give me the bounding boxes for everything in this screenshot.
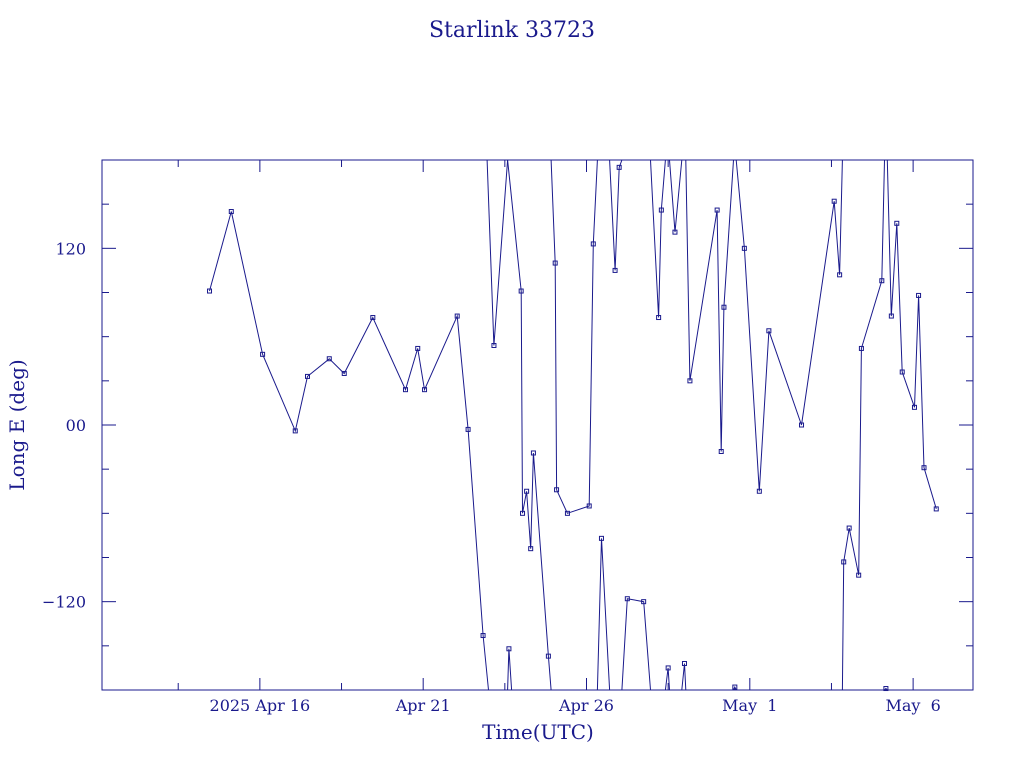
x-tick-label: Apr 26	[558, 696, 614, 715]
data-point	[530, 450, 536, 456]
data-point	[545, 653, 551, 659]
data-point	[656, 315, 662, 321]
data-point	[292, 428, 298, 434]
data-point	[598, 535, 604, 541]
series-line	[507, 159, 552, 691]
series-line	[650, 159, 666, 318]
data-point	[590, 241, 596, 247]
series-line	[841, 159, 885, 691]
data-point	[586, 503, 592, 509]
data-point	[524, 488, 530, 494]
x-axis-label: Time(UTC)	[482, 720, 594, 744]
data-point	[741, 245, 747, 251]
data-point	[856, 572, 862, 578]
data-point	[402, 387, 408, 393]
data-point	[846, 525, 852, 531]
data-point	[520, 510, 526, 516]
series-line	[685, 159, 734, 452]
axis-ticks	[102, 160, 973, 690]
series-line	[609, 159, 623, 271]
data-point	[911, 404, 917, 410]
data-point	[718, 449, 724, 454]
data-point	[528, 546, 534, 552]
data-point	[552, 260, 558, 266]
data-point	[714, 207, 720, 213]
data-point	[260, 351, 266, 357]
data-point	[756, 488, 762, 494]
data-point	[422, 387, 428, 393]
series-line	[486, 159, 509, 346]
series-line	[669, 159, 683, 233]
data-point	[879, 278, 885, 284]
data-point	[732, 684, 738, 690]
data-point	[799, 422, 805, 428]
data-point	[658, 207, 664, 213]
data-point	[454, 313, 460, 319]
data-point	[858, 345, 864, 351]
data-point	[766, 328, 772, 334]
data-point	[624, 596, 630, 602]
data-point	[672, 229, 678, 235]
series-line	[507, 648, 513, 691]
y-axis-label: Long E (deg)	[5, 359, 29, 490]
series-line	[209, 211, 489, 691]
data-point	[883, 686, 889, 692]
x-tick-label: Apr 21	[395, 696, 451, 715]
data-point	[612, 267, 618, 273]
data-point	[721, 304, 727, 310]
data-point	[465, 426, 471, 432]
data-point	[341, 370, 347, 376]
data-point	[506, 646, 512, 652]
data-point	[415, 345, 421, 351]
data-point	[491, 343, 497, 348]
data-point	[916, 292, 922, 298]
y-tick-label: 00	[66, 416, 86, 435]
axis-tick-labels: 2025 Apr 16 Apr 21 Apr 26 May 1 May 6 120 00 −1…	[42, 239, 941, 715]
data-point	[564, 510, 570, 516]
data-point	[228, 209, 234, 215]
data-point	[687, 378, 693, 384]
series-line	[550, 159, 598, 514]
data-point	[665, 665, 671, 671]
data-point	[899, 369, 905, 375]
series-line	[664, 667, 670, 691]
plot-frame	[101, 159, 974, 691]
data-point	[837, 272, 843, 278]
data-point	[641, 599, 647, 605]
data-point	[681, 661, 687, 666]
x-tick-label: 2025 Apr 16	[210, 696, 311, 715]
data-point	[305, 373, 311, 379]
data-series	[207, 159, 939, 692]
data-point	[894, 220, 900, 226]
data-point	[480, 633, 486, 639]
series-line	[886, 159, 937, 510]
series-line	[681, 663, 687, 691]
y-tick-label: −120	[42, 593, 86, 612]
data-point	[841, 559, 847, 565]
data-point	[518, 288, 524, 294]
x-tick-label: May 6	[885, 696, 940, 715]
chart-title: Starlink 33723	[429, 18, 595, 43]
series-line	[735, 159, 843, 492]
x-tick-label: May 1	[722, 696, 777, 715]
y-tick-label: 120	[55, 239, 86, 258]
data-point	[616, 164, 622, 170]
data-point	[326, 356, 332, 362]
data-point	[831, 198, 837, 204]
series-line	[884, 687, 888, 691]
data-point	[888, 313, 894, 319]
series-line	[596, 538, 611, 691]
data-point	[554, 487, 560, 493]
data-point	[933, 506, 939, 512]
data-point	[207, 288, 213, 294]
data-point	[921, 465, 927, 471]
data-point	[370, 315, 376, 321]
series-line	[621, 598, 651, 691]
